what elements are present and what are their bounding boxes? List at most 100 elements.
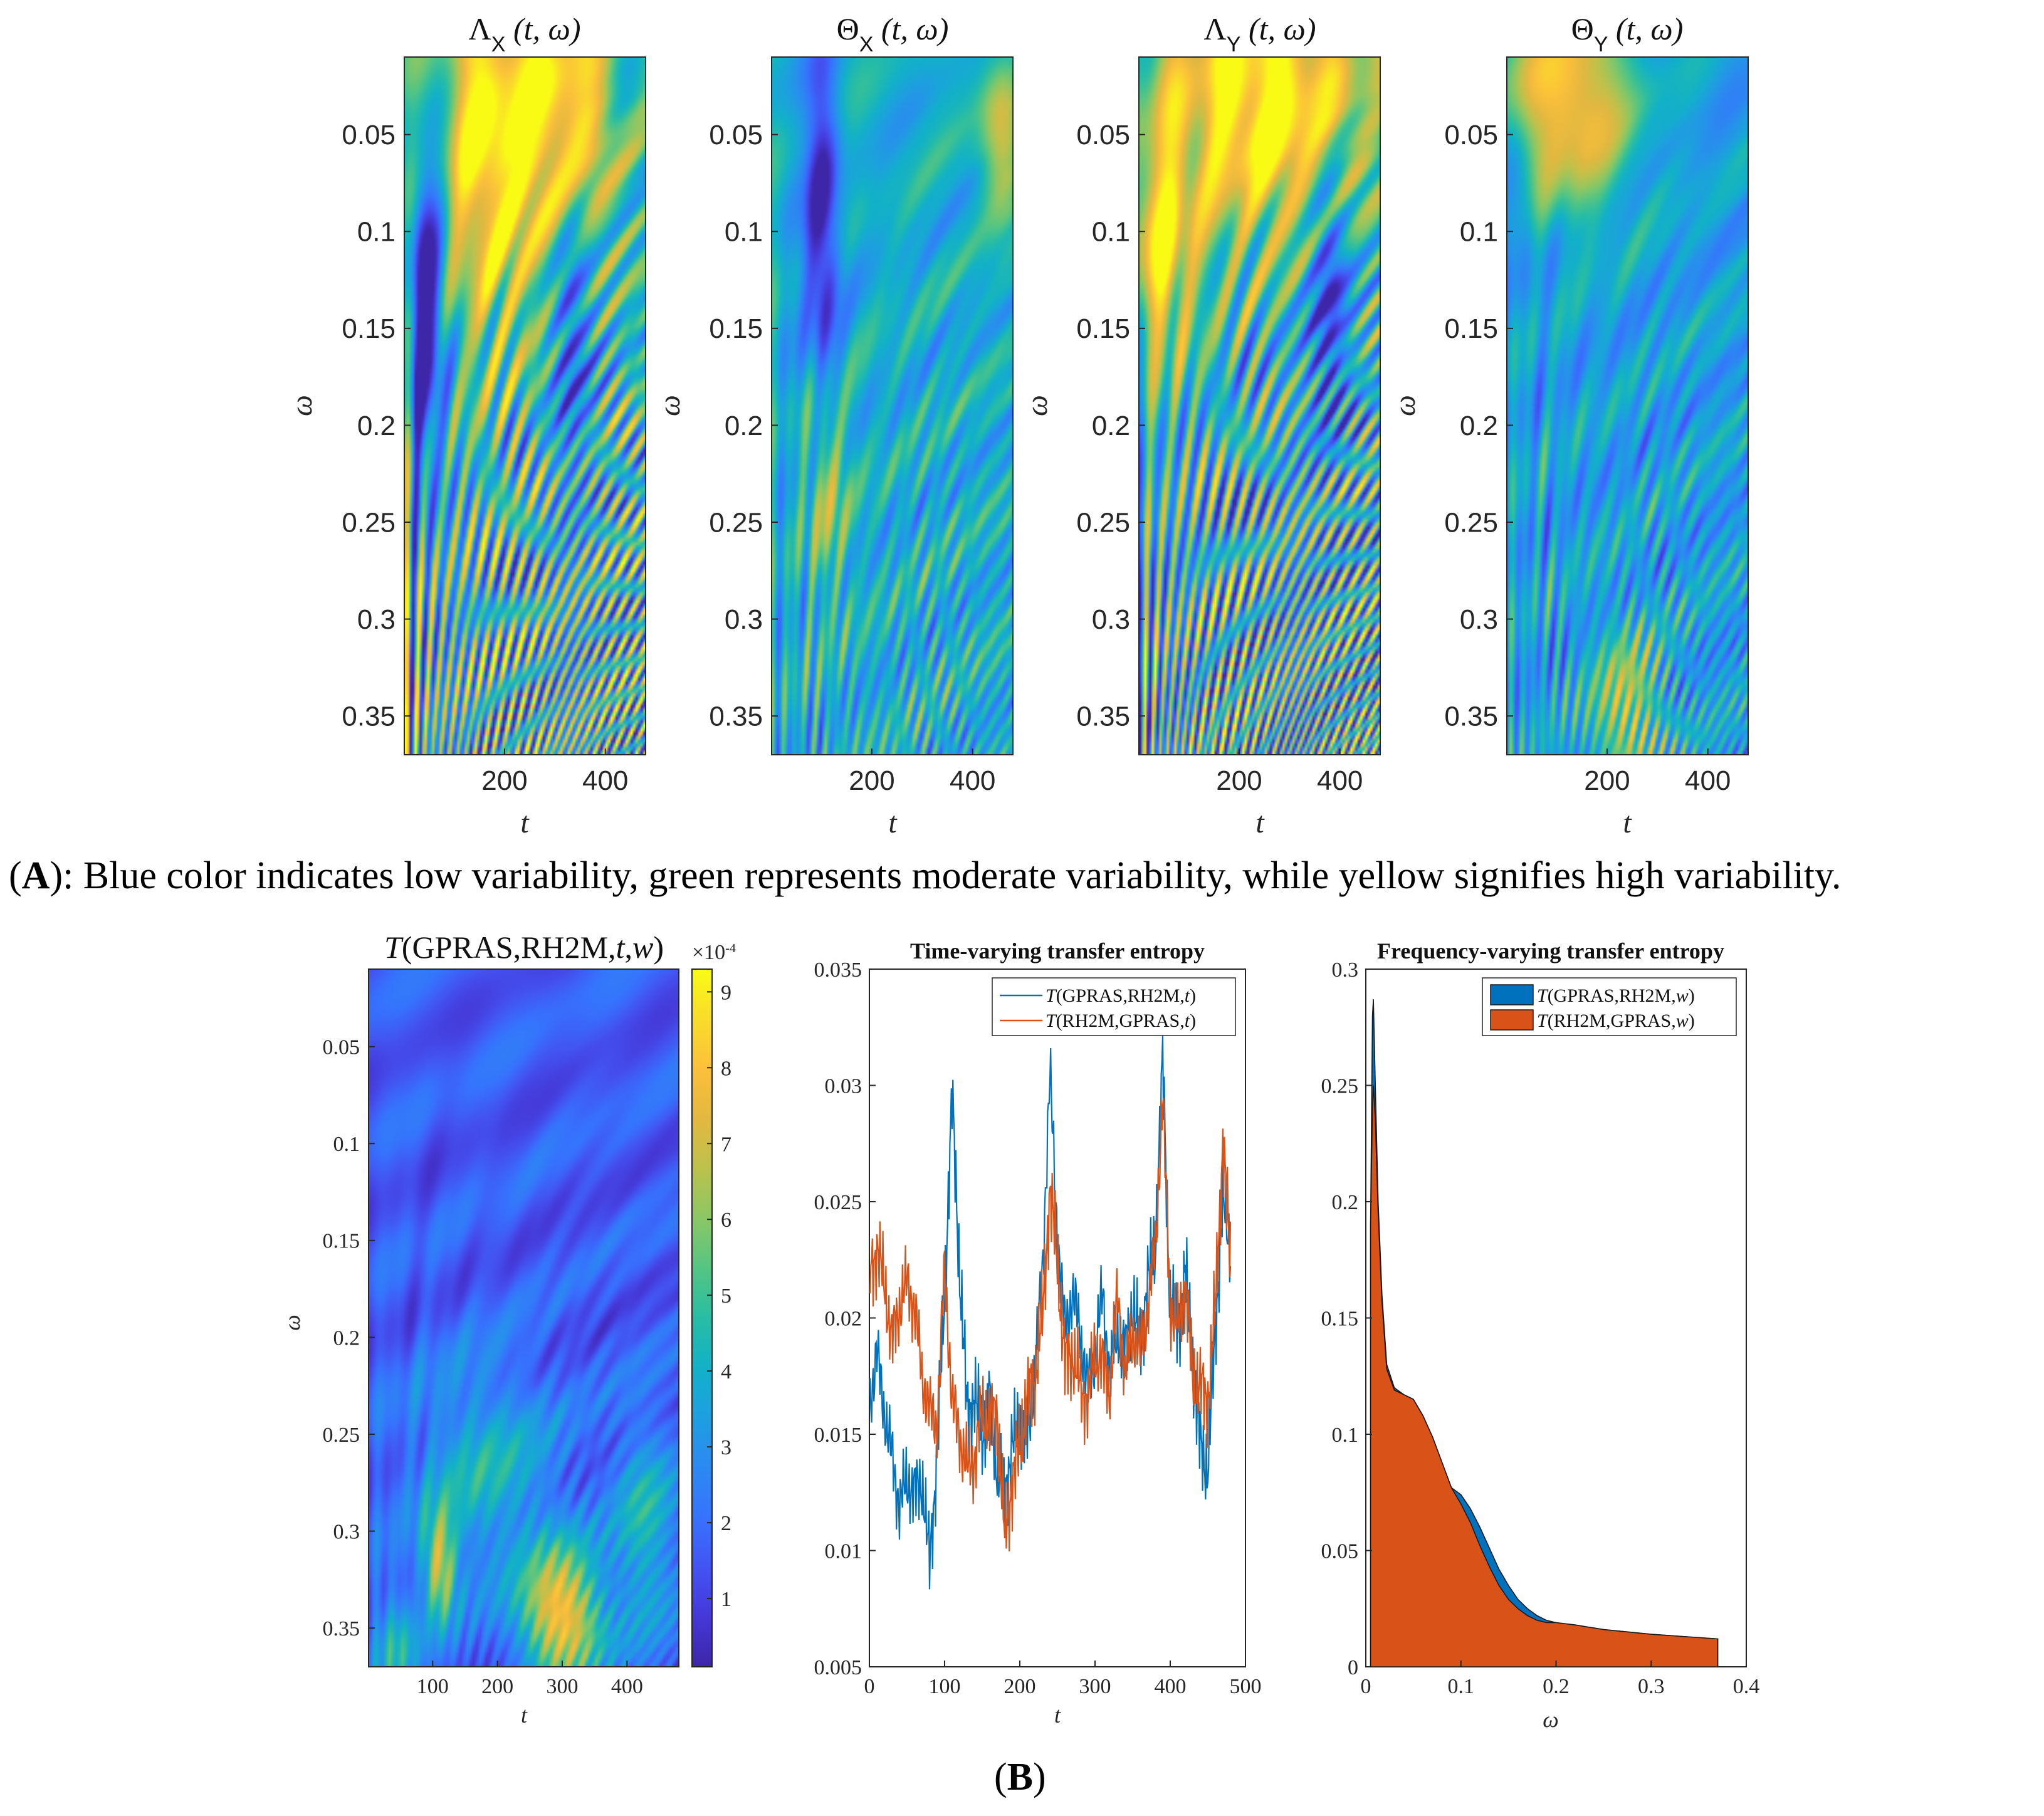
ytick-label: 0.2 <box>1460 411 1498 441</box>
ytick-label: 0.2 <box>333 1326 360 1350</box>
colorbar-tick-label: 5 <box>721 1284 731 1308</box>
heatmap-theta-y-frame <box>1506 56 1749 755</box>
xtick-label: 300 <box>1079 1675 1111 1698</box>
xtick-label: 300 <box>546 1675 578 1698</box>
heatmap-lambda-y-image <box>1139 57 1380 755</box>
line-chart-xticks: 0 100 200 300 400 500 <box>864 1661 1262 1698</box>
ytick-label: 0.03 <box>825 1075 862 1098</box>
heatmap-te-yticks: 0.05 0.1 0.15 0.2 0.25 0.3 0.35 <box>323 1036 375 1640</box>
colorbar-tick-label: 8 <box>721 1057 731 1080</box>
ytick-label: 0.3 <box>1460 604 1498 635</box>
ytick-label: 0.15 <box>323 1230 360 1253</box>
heatmap-lambda-x-title: ΛX (t, ω) <box>469 11 581 56</box>
xtick-label: 0.3 <box>1638 1675 1665 1698</box>
xtick-label: 400 <box>1155 1675 1187 1698</box>
ytick-label: 0.15 <box>1321 1308 1359 1331</box>
xtick-label: 0.1 <box>1448 1675 1475 1698</box>
colorbar-tick-label: 4 <box>721 1360 731 1383</box>
ytick-label: 0.02 <box>825 1308 862 1331</box>
line-chart-title: Time-varying transfer entropy <box>910 938 1205 963</box>
ytick-label: 0.1 <box>357 217 396 248</box>
ytick-label: 0.35 <box>709 701 763 732</box>
heatmap-lambda-x-ylabel: ω <box>285 395 318 416</box>
heatmap-lambda-y-frame <box>1138 56 1381 755</box>
xtick-label: 400 <box>950 765 995 796</box>
heatmap-theta-y-image <box>1507 57 1748 755</box>
ytick-label: 0.35 <box>342 701 396 732</box>
area-chart-xticks: 0 0.1 0.2 0.3 0.4 <box>1361 1661 1759 1698</box>
heatmap-lambda-x-yticks: 0.05 0.1 0.15 0.2 0.25 0.3 0.35 <box>342 120 411 732</box>
area-legend-swatch-0 <box>1490 984 1534 1005</box>
colorbar <box>691 968 713 1667</box>
heatmap-lambda-x: ΛX (t, ω) 0.05 0.1 0.15 0.2 0.25 0.3 0.35 200 4… <box>285 11 646 839</box>
area-chart-yticks: 0 0.05 0.1 0.15 0.2 0.25 0.3 <box>1321 958 1372 1679</box>
heatmap-theta-y-title: ΘY (t, ω) <box>1571 11 1684 56</box>
ytick-label: 0.1 <box>725 217 763 248</box>
heatmap-lambda-x-xlabel: t <box>520 806 530 839</box>
heatmap-transfer-entropy: T(GPRAS,RH2M,t,w) 0.050.10.150.20.250.30… <box>280 930 736 1728</box>
ytick-label: 0.35 <box>1076 701 1130 732</box>
ytick-label: 0.05 <box>1321 1540 1359 1563</box>
line-chart-legend: T(GPRAS,RH2M,t) T(RH2M,GPRAS,t) <box>992 977 1236 1036</box>
xtick-label: 0 <box>864 1675 875 1698</box>
line-chart-xlabel: t <box>1054 1703 1061 1728</box>
ytick-label: 0.3 <box>1092 604 1130 635</box>
line-chart-yticks: 0.005 0.01 0.015 0.02 0.025 0.03 0.035 <box>814 958 876 1679</box>
ytick-label: 0.025 <box>814 1191 862 1214</box>
panel-b-caption: (B) <box>994 1756 1046 1798</box>
ytick-label: 0.35 <box>323 1617 360 1640</box>
ytick-label: 0.05 <box>1444 120 1498 150</box>
line-chart-time-varying: Time-varying transfer entropy 0.0050.010… <box>814 938 1262 1728</box>
heatmap-theta-y-xticks: 200 400 <box>1584 748 1731 796</box>
line-legend-label-1: T(RH2M,GPRAS,t) <box>1046 1010 1196 1031</box>
colorbar-tick-label: 3 <box>721 1436 731 1459</box>
heatmap-theta-x-ylabel: ω <box>653 395 686 416</box>
area-legend-label-0: T(GPRAS,RH2M,w) <box>1537 985 1695 1006</box>
heatmap-lambda-y-ylabel: ω <box>1020 395 1054 416</box>
xtick-label: 0.2 <box>1543 1675 1570 1698</box>
xtick-label: 100 <box>929 1675 961 1698</box>
heatmap-theta-y: ΘY (t, ω) 0.05 0.1 0.15 0.2 0.25 0.3 0.35 200 4… <box>1388 11 1749 839</box>
ytick-label: 0.035 <box>814 958 862 982</box>
ytick-label: 0.25 <box>342 507 396 538</box>
ytick-label: 0.05 <box>709 120 763 150</box>
ytick-label: 0.35 <box>1444 701 1498 732</box>
ytick-label: 0.25 <box>1321 1075 1359 1098</box>
area-legend-swatch-1 <box>1490 1009 1534 1031</box>
xtick-label: 200 <box>1216 765 1262 796</box>
ytick-label: 0.1 <box>1460 217 1498 248</box>
ytick-label: 0.25 <box>1076 507 1130 538</box>
ytick-label: 0.3 <box>725 604 763 635</box>
ytick-label: 0.1 <box>333 1133 360 1156</box>
area-chart-frequency-varying: Frequency-varying transfer entropy 0 0.05… <box>1321 938 1760 1732</box>
colorbar-tick-label: 6 <box>721 1209 731 1232</box>
heatmap-lambda-y: ΛY (t, ω) 0.05 0.1 0.15 0.2 0.25 0.3 0.35 200 4… <box>1020 11 1381 839</box>
xtick-label: 200 <box>849 765 894 796</box>
ytick-label: 0.15 <box>1444 313 1498 344</box>
line-legend-box <box>992 977 1236 1036</box>
panel-b: T(GPRAS,RH2M,t,w) 0.050.10.150.20.250.30… <box>280 930 1759 1732</box>
heatmap-te-frame <box>368 968 679 1667</box>
panel-a: ΛX (t, ω) 0.05 0.1 0.15 0.2 0.25 0.3 0.35 200 4… <box>285 11 1749 839</box>
heatmap-te-xticks: 100 200 300 400 <box>417 1661 643 1698</box>
ytick-label: 0.25 <box>323 1424 360 1447</box>
xtick-label: 400 <box>582 765 628 796</box>
ytick-label: 0.25 <box>709 507 763 538</box>
xtick-label: 400 <box>611 1675 643 1698</box>
colorbar-exponent: ×10-4 <box>692 941 736 964</box>
ytick-label: 0.2 <box>1332 1191 1359 1214</box>
area-chart-xlabel: ω <box>1543 1707 1558 1732</box>
line-series-gpras-rh2m <box>869 1036 1232 1590</box>
heatmap-te-image <box>369 969 679 1667</box>
colorbar-tick-label: 1 <box>721 1588 731 1611</box>
xtick-label: 200 <box>481 1675 513 1698</box>
line-legend-label-0: T(GPRAS,RH2M,t) <box>1046 985 1196 1006</box>
heatmap-lambda-y-title: ΛY (t, ω) <box>1204 11 1316 56</box>
heatmap-lambda-y-yticks: 0.05 0.1 0.15 0.2 0.25 0.3 0.35 <box>1076 120 1145 732</box>
colorbar-ticks: 1 2 3 4 5 6 7 8 9 <box>707 981 731 1611</box>
heatmap-lambda-x-image <box>404 57 646 755</box>
heatmap-theta-x-xticks: 200 400 <box>849 748 995 796</box>
heatmap-theta-x: ΘX (t, ω) 0.05 0.1 0.15 0.2 0.25 0.3 0.35 200 4… <box>653 11 1014 839</box>
colorbar-tick-label: 9 <box>721 981 731 1004</box>
